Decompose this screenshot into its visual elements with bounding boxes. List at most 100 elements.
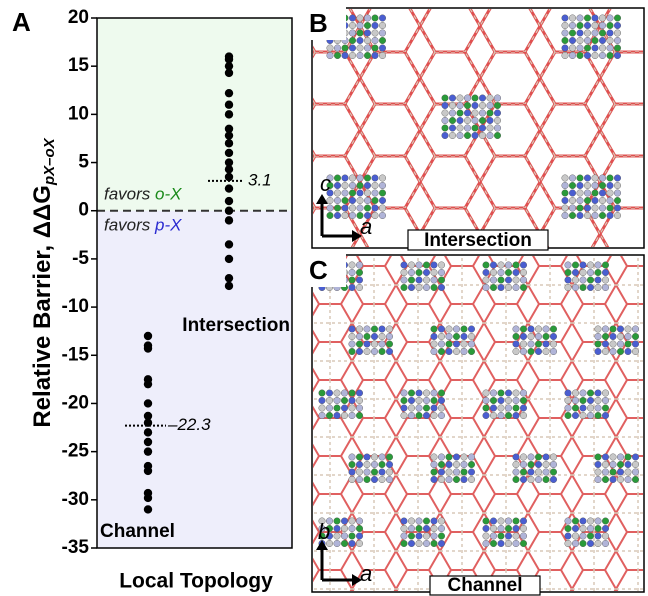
site [520, 262, 527, 269]
site [614, 30, 621, 37]
site [334, 197, 341, 204]
site [580, 533, 587, 540]
site [423, 533, 430, 540]
site [569, 190, 576, 197]
site [520, 461, 527, 468]
site [614, 15, 621, 22]
site [607, 175, 614, 182]
region-bg [97, 211, 292, 548]
site [595, 397, 602, 404]
site [349, 197, 356, 204]
site [356, 533, 363, 540]
site [490, 525, 497, 532]
site [614, 45, 621, 52]
data-point [225, 101, 233, 109]
region-label: favors p-X [104, 216, 182, 235]
axis-letter: a [360, 561, 372, 586]
site [487, 117, 494, 124]
site [349, 454, 356, 461]
site [487, 132, 494, 139]
site [572, 533, 579, 540]
site [438, 454, 445, 461]
site [357, 45, 364, 52]
y-tick-label: -15 [62, 344, 90, 365]
site [513, 518, 520, 525]
site [505, 540, 512, 547]
site [577, 205, 584, 212]
site [572, 412, 579, 419]
site [408, 525, 415, 532]
site [595, 405, 602, 412]
site [543, 476, 550, 483]
site [562, 175, 569, 182]
site [572, 518, 579, 525]
site [483, 277, 490, 284]
site [364, 45, 371, 52]
site [334, 45, 341, 52]
site [528, 454, 535, 461]
site [577, 197, 584, 204]
site [580, 412, 587, 419]
site [342, 52, 349, 59]
site [610, 469, 617, 476]
site [580, 397, 587, 404]
site [423, 269, 430, 276]
site [592, 190, 599, 197]
site [599, 197, 606, 204]
site [580, 525, 587, 532]
site [513, 454, 520, 461]
site [371, 461, 378, 468]
site [461, 476, 468, 483]
data-point [144, 380, 152, 388]
site [416, 525, 423, 532]
site [625, 454, 632, 461]
site [349, 326, 356, 333]
site [520, 525, 527, 532]
site [520, 469, 527, 476]
site [490, 405, 497, 412]
site [349, 525, 356, 532]
region-label: favors o-X [104, 185, 182, 204]
site [468, 454, 475, 461]
site [528, 348, 535, 355]
category-label: Channel [100, 521, 175, 542]
site [498, 390, 505, 397]
site [438, 476, 445, 483]
site [490, 412, 497, 419]
site [449, 125, 456, 132]
site [401, 277, 408, 284]
site [610, 341, 617, 348]
site [569, 30, 576, 37]
site [572, 269, 579, 276]
site [565, 262, 572, 269]
site [562, 182, 569, 189]
site [513, 397, 520, 404]
data-point [144, 494, 152, 502]
site [494, 117, 501, 124]
site [565, 269, 572, 276]
site [595, 269, 602, 276]
site [580, 284, 587, 291]
panel-b: B c a Intersection [306, 6, 644, 251]
y-tick-label: -25 [62, 441, 90, 462]
site [349, 277, 356, 284]
site [379, 175, 386, 182]
data-point [225, 149, 233, 157]
site [562, 30, 569, 37]
site [416, 284, 423, 291]
site [602, 525, 609, 532]
site [617, 469, 624, 476]
site [479, 125, 486, 132]
site [438, 277, 445, 284]
site [468, 341, 475, 348]
site [625, 341, 632, 348]
y-tick-label: -10 [62, 296, 89, 317]
site [349, 212, 356, 219]
site [505, 533, 512, 540]
site [386, 469, 393, 476]
site [494, 132, 501, 139]
site [453, 348, 460, 355]
site [342, 212, 349, 219]
site [602, 333, 609, 340]
site [371, 341, 378, 348]
